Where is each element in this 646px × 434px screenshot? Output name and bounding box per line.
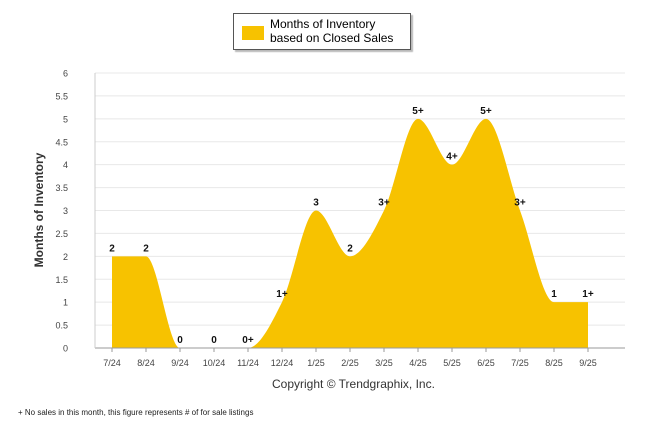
x-tick-label: 11/24 — [237, 358, 259, 368]
y-tick-label: 2.5 — [55, 229, 68, 239]
area-series — [112, 118, 588, 348]
data-label: 5+ — [480, 106, 492, 117]
x-tick-label: 3/25 — [375, 358, 393, 368]
x-tick-label: 2/25 — [341, 358, 359, 368]
y-tick-label: 2 — [63, 252, 68, 262]
y-tick-label: 1 — [63, 298, 68, 308]
data-label: 1+ — [582, 289, 594, 300]
y-tick-label: 0 — [63, 344, 68, 354]
data-label: 1+ — [276, 289, 288, 300]
data-label: 3+ — [378, 198, 390, 209]
y-tick-label: 1.5 — [55, 275, 68, 285]
x-tick-label: 8/24 — [137, 358, 155, 368]
x-tick-label: 10/24 — [203, 358, 226, 368]
x-tick-label: 4/25 — [409, 358, 427, 368]
axes — [94, 73, 625, 352]
data-labels: 2 2 0 0 0+ 1+ 3 2 3+ 5+ 4+ 5+ 3+ 1 1+ — [109, 106, 594, 346]
copyright-text: Copyright © Trendgraphix, Inc. — [272, 377, 435, 391]
y-tick-label: 5.5 — [55, 91, 68, 101]
data-label: 4+ — [446, 152, 458, 163]
x-tick-label: 12/24 — [271, 358, 294, 368]
data-label: 2 — [143, 243, 149, 254]
y-tick-label: 4 — [63, 160, 68, 170]
x-tick-label: 9/25 — [579, 358, 597, 368]
y-tick-label: 0.5 — [55, 321, 68, 331]
data-label: 0+ — [242, 335, 254, 346]
y-tick-label: 3.5 — [55, 183, 68, 193]
x-tick-label: 6/25 — [477, 358, 495, 368]
y-tick-label: 6 — [63, 69, 68, 79]
x-tick-label: 8/25 — [545, 358, 563, 368]
data-label: 5+ — [412, 106, 424, 117]
legend-label: Months of Inventory based on Closed Sale… — [270, 17, 394, 45]
data-label: 1 — [551, 289, 557, 300]
x-tick-label: 7/25 — [511, 358, 529, 368]
footnote: + No sales in this month, this figure re… — [18, 408, 254, 417]
x-tick-label: 9/24 — [171, 358, 189, 368]
y-tick-label: 3 — [63, 206, 68, 216]
y-tick-label: 4.5 — [55, 137, 68, 147]
data-label: 2 — [347, 243, 353, 254]
y-tick-labels: 0 0.5 1 1.5 2 2.5 3 3.5 4 4.5 5 5.5 6 — [55, 69, 68, 354]
x-tick-label: 5/25 — [443, 358, 461, 368]
data-label: 3 — [313, 198, 319, 209]
y-tick-label: 5 — [63, 114, 68, 124]
data-label: 3+ — [514, 198, 526, 209]
data-label: 0 — [211, 335, 217, 346]
data-label: 2 — [109, 243, 115, 254]
x-tick-label: 1/25 — [307, 358, 325, 368]
x-tick-label: 7/24 — [103, 358, 121, 368]
x-tick-labels: 7/24 8/24 9/24 10/24 11/24 12/24 1/25 2/25 3/25 4… — [103, 358, 597, 368]
y-axis-label: Months of Inventory — [32, 152, 46, 267]
area-fill — [112, 118, 588, 348]
data-label: 0 — [177, 335, 183, 346]
legend: Months of Inventory based on Closed Sale… — [233, 13, 411, 50]
legend-swatch — [242, 26, 264, 40]
grid-lines — [95, 72, 625, 326]
